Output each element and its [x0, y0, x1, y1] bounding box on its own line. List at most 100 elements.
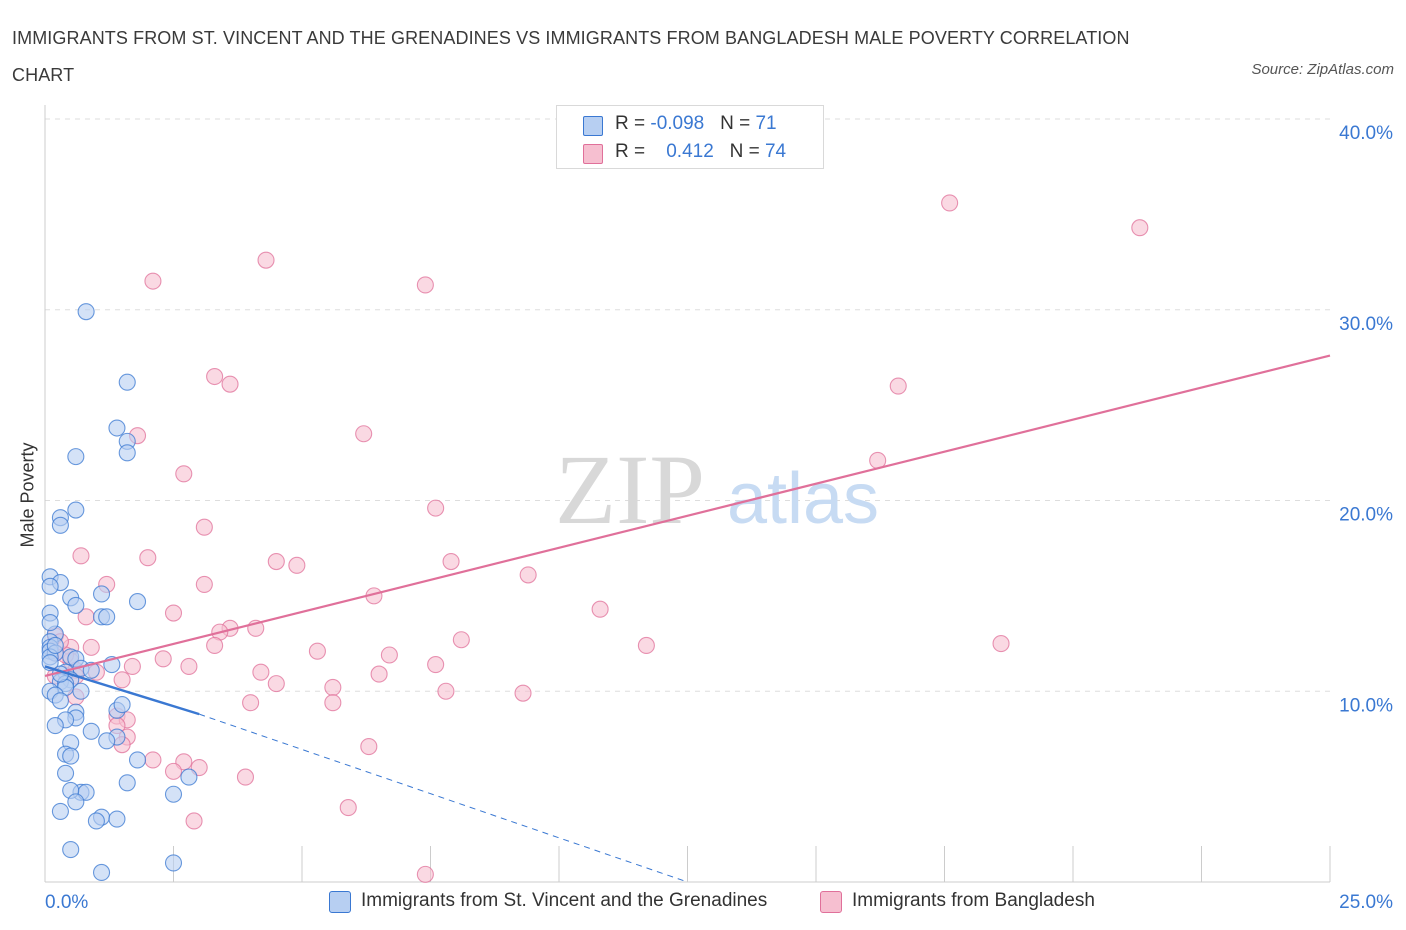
data-point: [360, 738, 378, 756]
data-point: [144, 751, 162, 769]
x-tick-label: 0.0%: [45, 892, 88, 913]
y-tick-label: 10.0%: [1339, 695, 1393, 716]
data-point: [41, 577, 59, 595]
data-point: [67, 501, 85, 519]
data-point: [195, 518, 213, 536]
data-point: [62, 841, 80, 859]
data-point: [113, 671, 131, 689]
data-point: [41, 614, 59, 632]
data-point: [139, 549, 157, 567]
data-point: [108, 810, 126, 828]
data-point: [514, 684, 532, 702]
data-point: [195, 575, 213, 593]
st-vincent-trend-extension: [199, 713, 688, 883]
data-point: [92, 863, 111, 882]
x-tick-label: 25.0%: [1339, 892, 1393, 913]
data-point: [144, 272, 162, 290]
data-point: [67, 793, 85, 811]
data-point: [221, 375, 239, 393]
watermark-zip: ZIP: [555, 434, 705, 545]
data-point: [51, 692, 69, 710]
data-point: [82, 722, 100, 740]
data-point: [267, 552, 285, 571]
trend-lines: [44, 354, 1331, 883]
data-point: [154, 650, 172, 668]
data-point: [591, 600, 609, 618]
blue-swatch: [329, 891, 351, 913]
data-point: [108, 419, 126, 437]
data-point: [98, 608, 116, 626]
data-point: [180, 768, 198, 786]
data-point: [437, 682, 455, 700]
legend-r-label: R =: [615, 113, 651, 134]
data-point: [442, 552, 460, 571]
data-point: [72, 547, 90, 565]
y-axis-title: Male Poverty: [17, 442, 38, 548]
legend-n-label: N =: [729, 141, 765, 162]
data-point: [98, 732, 116, 750]
data-point: [185, 812, 203, 830]
data-point: [62, 747, 80, 765]
data-point: [519, 566, 537, 584]
data-point: [889, 377, 907, 395]
data-point: [72, 682, 90, 700]
bangladesh-trend-line: [44, 354, 1331, 678]
data-point: [46, 717, 64, 735]
data-point: [92, 585, 111, 603]
data-point: [164, 762, 183, 780]
data-point: [637, 636, 655, 655]
data-point: [118, 373, 136, 391]
data-point: [992, 635, 1010, 653]
data-point: [370, 665, 388, 683]
data-point: [1131, 219, 1149, 237]
data-point: [236, 768, 255, 786]
data-point: [118, 444, 136, 462]
st-vincent-trend-line: [44, 665, 200, 716]
data-point: [427, 499, 445, 517]
data-point: [416, 276, 434, 294]
series-label: Immigrants from Bangladesh: [852, 890, 1095, 911]
data-point: [175, 465, 193, 483]
data-point: [206, 367, 224, 386]
grid-lines: [45, 118, 1330, 692]
pink-swatch: [820, 891, 842, 913]
data-point: [267, 675, 285, 693]
data-point: [164, 785, 183, 803]
watermark: ZIP atlas: [555, 434, 879, 545]
data-point: [380, 646, 398, 664]
source-label: Source: ZipAtlas.com: [1251, 61, 1394, 78]
data-point: [339, 799, 357, 817]
data-point: [308, 642, 326, 660]
data-point: [324, 694, 342, 712]
data-point: [164, 604, 183, 622]
data-point: [46, 636, 64, 655]
data-point: [206, 636, 224, 655]
correlation-legend: R = -0.098 N = 71 R = 0.412 N = 74: [556, 105, 824, 169]
blue-swatch: [583, 116, 603, 136]
data-point: [427, 655, 445, 674]
data-point: [180, 657, 198, 676]
y-tick-label: 20.0%: [1339, 505, 1393, 526]
data-point: [252, 663, 270, 681]
data-point: [355, 425, 373, 443]
data-point: [416, 865, 434, 883]
data-point: [87, 812, 105, 830]
data-point: [118, 774, 136, 792]
data-point: [288, 556, 306, 574]
data-point: [67, 596, 85, 614]
data-point: [113, 696, 131, 714]
y-tick-label: 30.0%: [1339, 314, 1393, 335]
series-label: Immigrants from St. Vincent and the Gren…: [361, 890, 768, 911]
data-point: [257, 251, 275, 269]
legend-r-value: 0.412: [666, 141, 714, 162]
legend-n-label: N =: [720, 113, 756, 134]
legend-n-value: 71: [755, 113, 777, 134]
data-point: [128, 593, 147, 611]
data-point: [164, 854, 183, 872]
legend-r-label: R =: [615, 141, 651, 162]
data-point: [57, 764, 75, 782]
chart-title: IMMIGRANTS FROM ST. VINCENT AND THE GREN…: [12, 28, 1130, 85]
data-point: [51, 802, 69, 820]
watermark-atlas: atlas: [727, 459, 879, 539]
